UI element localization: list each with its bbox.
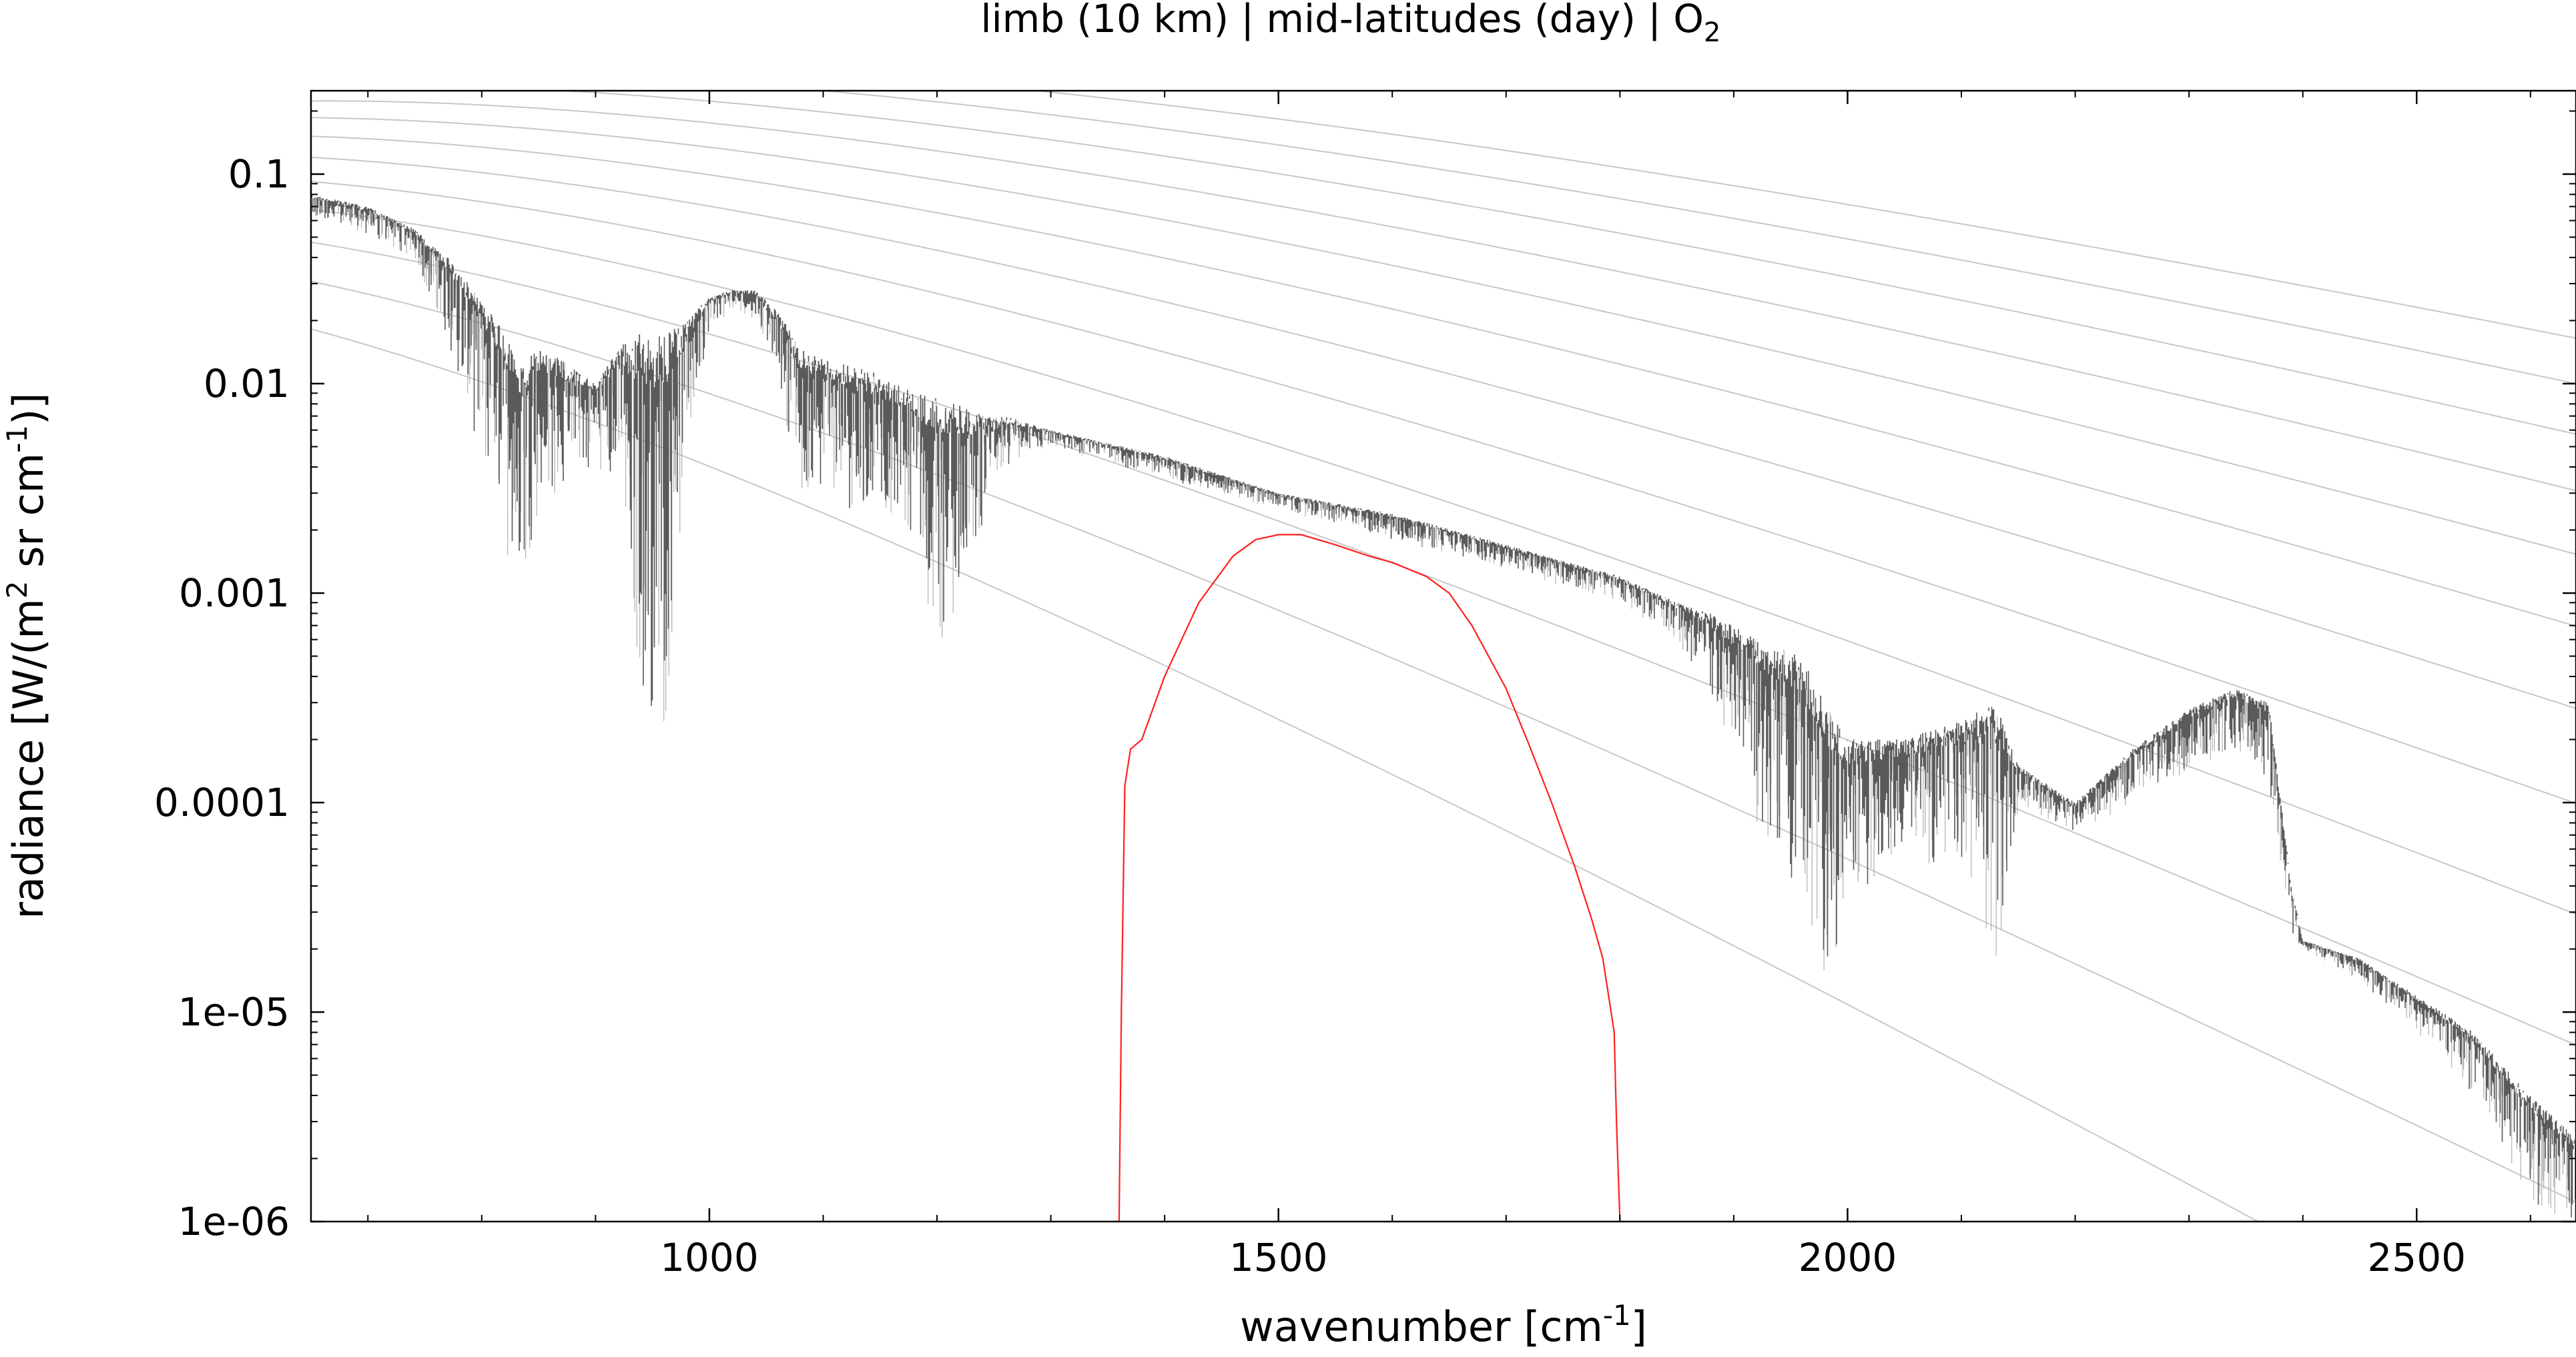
y-axis-label-e: )] bbox=[4, 393, 53, 425]
planck-curve-340K bbox=[311, 100, 2576, 492]
x-tick-label-1500: 1500 bbox=[1229, 1235, 1328, 1280]
planck-curve-260K bbox=[311, 181, 2576, 805]
y-axis-label-b: 2 bbox=[1, 580, 33, 598]
planck-curve-180K bbox=[311, 328, 2260, 1222]
x-axis-label-end: ] bbox=[1631, 1302, 1647, 1351]
planck-curve-280K bbox=[311, 156, 2576, 709]
y-axis-ticks: 0.1 0.01 0.001 0.0001 1e-05 1e-06 bbox=[154, 110, 2576, 1244]
y-tick-label-0.1: 0.1 bbox=[228, 151, 290, 197]
planck-curve-360K bbox=[549, 91, 2576, 435]
planck-curve-380K bbox=[816, 91, 2576, 385]
x-tick-label-2500: 2500 bbox=[2367, 1235, 2466, 1280]
x-axis-ticks: 1000 1500 2000 2500 bbox=[367, 91, 2531, 1280]
y-tick-label-0.001: 0.001 bbox=[179, 570, 290, 616]
y-axis-label-c: sr cm bbox=[4, 453, 53, 581]
planck-curve-400K bbox=[1030, 91, 2576, 339]
x-axis-label-superscript: -1 bbox=[1603, 1299, 1631, 1332]
chart-title-subscript: 2 bbox=[1704, 17, 1720, 48]
planck-curve-320K bbox=[311, 117, 2576, 555]
y-axis-label-a: radiance [W/(m bbox=[4, 598, 53, 919]
x-tick-label-2000: 2000 bbox=[1799, 1235, 1897, 1280]
chart-title: limb (10 km) | mid-latitudes (day) | O2 bbox=[981, 0, 1721, 48]
planck-curve-240K bbox=[311, 208, 2576, 915]
planck-curve-300K bbox=[311, 135, 2576, 627]
filter-series bbox=[1118, 534, 1621, 1222]
chart-title-main: limb (10 km) | mid-latitudes (day) | O bbox=[981, 0, 1704, 41]
spectrum-series bbox=[311, 194, 2576, 1218]
x-tick-label-1000: 1000 bbox=[660, 1235, 759, 1280]
y-tick-label-1e-06: 1e-06 bbox=[178, 1199, 290, 1244]
y-tick-label-1e-05: 1e-05 bbox=[178, 989, 290, 1035]
spectrum-line bbox=[311, 194, 2576, 1218]
x-axis-label-main: wavenumber [cm bbox=[1240, 1302, 1603, 1351]
y-axis-label: radiance [W/(m2 sr cm-1)] bbox=[1, 393, 53, 919]
filter-curve bbox=[1118, 534, 1621, 1222]
y-axis-label-d: -1 bbox=[1, 425, 33, 453]
y-tick-label-0.01: 0.01 bbox=[204, 361, 290, 406]
y-tick-label-0.0001: 0.0001 bbox=[154, 780, 290, 825]
x-axis-label: wavenumber [cm-1] bbox=[1240, 1299, 1647, 1351]
